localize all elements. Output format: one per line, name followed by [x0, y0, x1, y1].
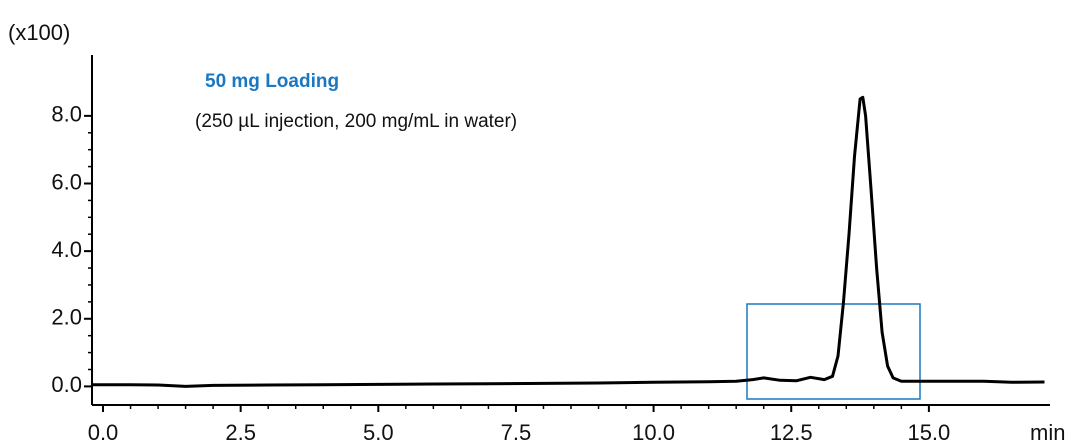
x-tick-label: 12.5	[770, 420, 813, 445]
x-tick-label: 7.5	[501, 420, 532, 445]
trace	[92, 95, 1045, 388]
highlight-box	[746, 303, 921, 400]
y-tick-label: 6.0	[51, 169, 82, 194]
annotation-text: (250 µL injection, 200 mg/mL in water)	[195, 111, 517, 132]
x-tick-label: 2.5	[225, 420, 256, 445]
y-tick-label: 4.0	[51, 237, 82, 262]
x-tick-label: 15.0	[907, 420, 950, 445]
x-tick-label: 10.0	[632, 420, 675, 445]
y-tick-label: 0.0	[51, 372, 82, 397]
x-tick-label: 0.0	[88, 420, 119, 445]
y-tick-label: 8.0	[51, 102, 82, 127]
annotation-title: 50 mg Loading	[205, 71, 339, 92]
y-multiplier: (x100)	[8, 20, 70, 45]
x-axis-label: min	[1030, 420, 1065, 445]
y-tick-label: 2.0	[51, 305, 82, 330]
x-tick-label: 5.0	[363, 420, 394, 445]
